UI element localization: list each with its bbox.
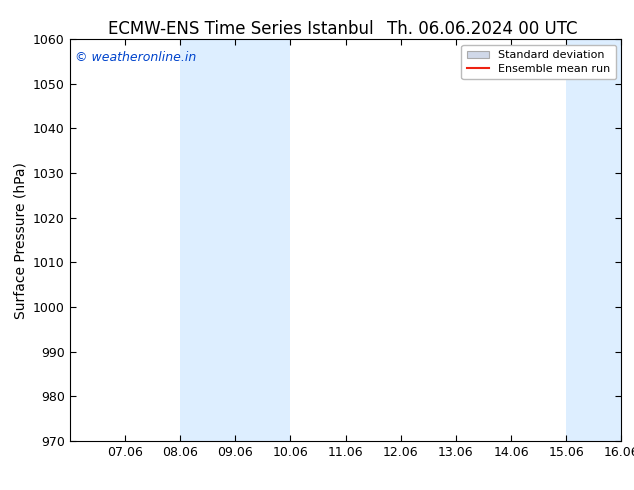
Text: Th. 06.06.2024 00 UTC: Th. 06.06.2024 00 UTC: [387, 20, 577, 38]
Legend: Standard deviation, Ensemble mean run: Standard deviation, Ensemble mean run: [462, 45, 616, 79]
Bar: [566, 39, 621, 441]
Bar: [180, 39, 290, 441]
Text: ECMW-ENS Time Series Istanbul: ECMW-ENS Time Series Istanbul: [108, 20, 373, 38]
Text: © weatheronline.in: © weatheronline.in: [75, 51, 197, 64]
Y-axis label: Surface Pressure (hPa): Surface Pressure (hPa): [13, 162, 27, 318]
